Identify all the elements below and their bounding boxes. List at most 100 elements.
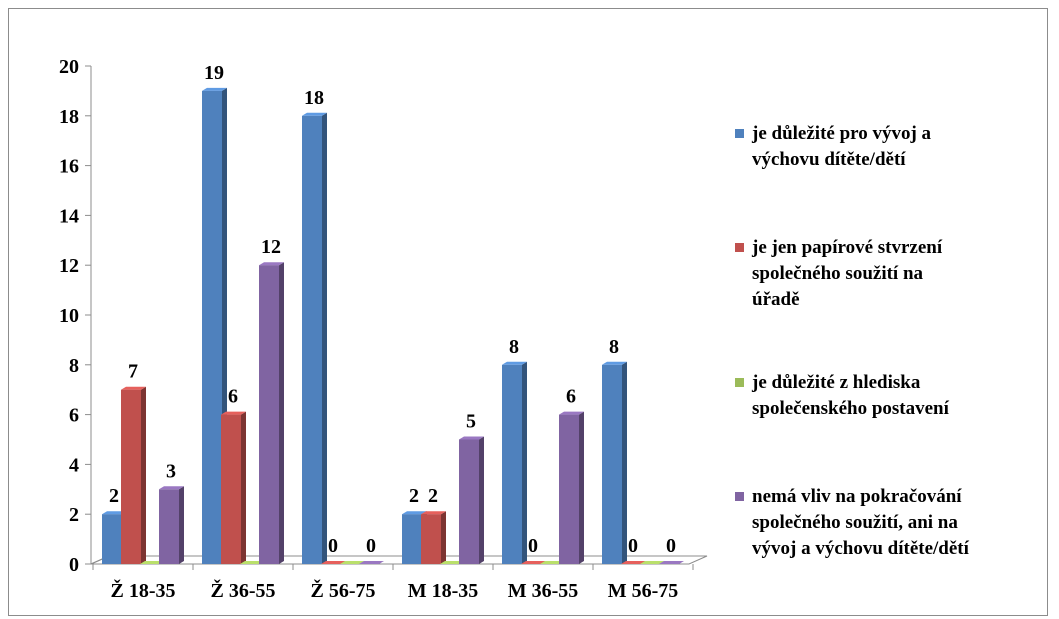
bar-top — [602, 361, 627, 365]
y-tick-label: 6 — [69, 405, 79, 427]
bar-side — [522, 361, 527, 564]
bar-front — [121, 389, 141, 564]
bar-front — [302, 115, 322, 565]
bar — [659, 561, 684, 564]
legend-item-4: nemá vliv na pokračování společného souž… — [735, 484, 1059, 562]
data-label: 6 — [228, 386, 238, 408]
data-label: 0 — [328, 535, 338, 557]
y-tick-label: 16 — [59, 156, 79, 178]
x-tick-label: M 18-35 — [408, 580, 479, 602]
bar-top — [259, 262, 284, 266]
data-label: 2 — [109, 485, 119, 507]
bar-top — [202, 87, 227, 91]
bar — [340, 561, 365, 564]
bar-top — [121, 386, 146, 390]
bar-top — [621, 561, 646, 564]
data-label: 0 — [628, 535, 638, 557]
chart-frame: 0 2 4 6 8 10 12 14 16 18 20 2 7 3 Ž 18-35 19 6 12 Ž 36-55 1… — [8, 8, 1048, 616]
bar — [302, 112, 327, 565]
bar — [440, 561, 465, 564]
y-tick-label: 12 — [59, 255, 79, 277]
bar — [221, 411, 246, 564]
data-label: 3 — [166, 460, 176, 482]
x-tick-label: Ž 36-55 — [211, 578, 276, 602]
bar-top — [221, 411, 246, 415]
data-label: 0 — [528, 535, 538, 557]
bar-top — [340, 561, 365, 564]
bar-side — [141, 386, 146, 564]
y-tick-label: 14 — [59, 205, 79, 227]
data-label: 12 — [261, 236, 281, 258]
bar-top — [321, 561, 346, 564]
bar-top — [140, 561, 165, 564]
bar — [240, 561, 265, 564]
y-tick-label: 4 — [69, 454, 79, 476]
bar-front — [102, 514, 122, 564]
bar-top — [540, 561, 565, 564]
data-label: 18 — [304, 87, 324, 109]
data-label: 2 — [409, 485, 419, 507]
bar-top — [359, 561, 384, 564]
bar-front — [459, 439, 479, 564]
bar-top — [659, 561, 684, 564]
bar-top — [421, 511, 446, 515]
bar — [640, 561, 665, 564]
bar-side — [322, 112, 327, 565]
bar — [602, 361, 627, 564]
legend-item-2: je jen papírové stvrzení společného souž… — [735, 235, 1059, 313]
bar — [321, 561, 346, 564]
data-label: 19 — [204, 62, 224, 84]
bar — [540, 561, 565, 564]
legend-swatch-1 — [735, 129, 744, 138]
bar — [259, 262, 284, 564]
bar-side — [241, 411, 246, 564]
x-tick-label: Ž 56-75 — [311, 578, 376, 602]
bar-front — [259, 265, 279, 564]
bar — [421, 511, 446, 564]
data-label: 8 — [509, 336, 519, 358]
bar-top — [521, 561, 546, 564]
bar-top — [640, 561, 665, 564]
bar-top — [159, 486, 184, 490]
y-tick-label: 2 — [69, 504, 79, 526]
legend-item-1: je důležité pro vývoj a výchovu dítěte/d… — [735, 121, 1059, 173]
bar — [121, 386, 146, 564]
bar-front — [502, 364, 522, 564]
legend-item-3: je důležité z hlediska společenského pos… — [735, 370, 1059, 422]
y-tick-label: 10 — [59, 305, 79, 327]
y-tick-label: 18 — [59, 106, 79, 128]
bar-front — [602, 364, 622, 564]
y-tick-label: 0 — [69, 554, 79, 576]
bar-top — [402, 511, 427, 515]
data-label: 2 — [428, 485, 438, 507]
bar-side — [622, 361, 627, 564]
data-label: 8 — [609, 336, 619, 358]
legend-label-1: je důležité pro vývoj a výchovu dítěte/d… — [752, 123, 932, 170]
data-label: 0 — [666, 535, 676, 557]
data-label: 7 — [128, 361, 138, 383]
bar — [621, 561, 646, 564]
bar — [140, 561, 165, 564]
bar-top — [302, 112, 327, 116]
bar-top — [240, 561, 265, 564]
legend-swatch-2 — [735, 243, 744, 252]
legend-label-4: nemá vliv na pokračování společného souž… — [752, 486, 969, 559]
bar-front — [421, 514, 441, 564]
x-tick-label: M 36-55 — [508, 580, 579, 602]
bar-front — [559, 414, 579, 564]
bar-side — [179, 486, 184, 564]
legend-swatch-3 — [735, 378, 744, 387]
data-label: 6 — [566, 386, 576, 408]
bar — [521, 561, 546, 564]
bar-top — [102, 511, 127, 515]
bar-front — [159, 489, 179, 564]
legend-label-2: je jen papírové stvrzení společného souž… — [752, 237, 943, 310]
bar — [459, 436, 484, 564]
bar — [159, 486, 184, 564]
bar-front — [202, 90, 222, 565]
bar-side — [479, 436, 484, 564]
bar-side — [279, 262, 284, 564]
bar-top — [440, 561, 465, 564]
x-tick-label: Ž 18-35 — [111, 578, 176, 602]
